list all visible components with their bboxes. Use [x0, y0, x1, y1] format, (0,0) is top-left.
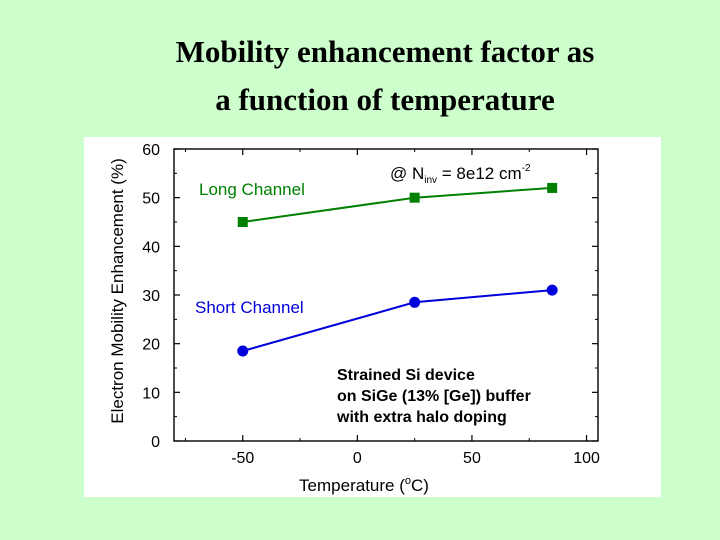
annotation-line-2: on SiGe (13% [Ge]) buffer: [337, 388, 531, 405]
slide-title-line-1: Mobility enhancement factor as: [175, 34, 595, 69]
data-point-long-channel: [409, 192, 420, 203]
y-axis-label: Electron Mobility Enhancement (%): [108, 158, 127, 424]
y-tick-label: 50: [142, 191, 160, 208]
y-tick-label: 30: [142, 288, 160, 305]
x-axis-label: Temperature (oC): [299, 475, 429, 495]
x-tick-label: 0: [353, 450, 362, 467]
data-point-short-channel: [409, 296, 421, 308]
slide-title: Mobility enhancement factor as a functio…: [0, 28, 720, 124]
y-tick-label: 20: [142, 337, 160, 354]
legend-label-short-channel: Short Channel: [195, 298, 304, 317]
slide-title-line-2: a function of temperature: [215, 82, 555, 117]
y-tick-label: 60: [142, 142, 160, 159]
annotation-line-1: Strained Si device: [337, 367, 475, 384]
condition-annotation: @ Ninv = 8e12 cm-2: [390, 163, 531, 186]
data-point-long-channel: [237, 217, 248, 227]
legend-label-long-channel: Long Channel: [199, 180, 305, 199]
y-tick-label: 40: [142, 239, 160, 256]
x-tick-label: 100: [573, 450, 600, 467]
x-tick-label: -50: [231, 450, 254, 467]
y-tick-label: 0: [151, 434, 160, 451]
data-point-long-channel: [547, 182, 558, 193]
y-tick-label: 10: [142, 385, 160, 402]
data-point-short-channel: [237, 345, 249, 357]
chart-figure: 0 10 20 30 40 50 60 -50 0 50 100 Temperature (oC) …: [84, 137, 661, 497]
annotation-line-3: with extra halo doping: [336, 409, 507, 426]
x-tick-label: 50: [463, 450, 481, 467]
data-point-short-channel: [546, 284, 558, 296]
